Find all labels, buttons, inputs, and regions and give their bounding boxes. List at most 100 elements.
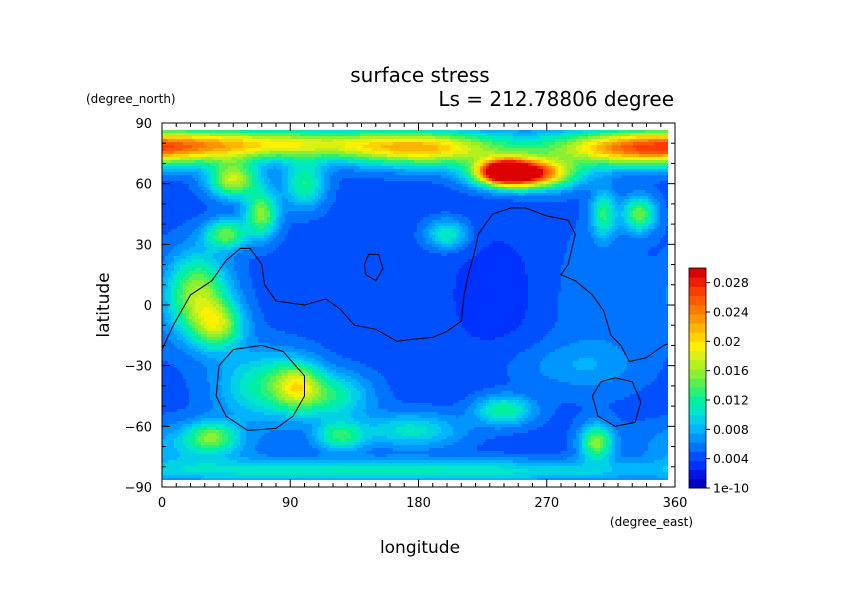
- field-cell: [456, 190, 459, 193]
- field-cell: [537, 178, 540, 181]
- field-cell: [663, 166, 666, 169]
- field-cell: [180, 217, 183, 220]
- field-cell: [510, 187, 513, 190]
- field-cell: [627, 181, 630, 184]
- field-cell: [420, 202, 423, 205]
- field-cell: [474, 208, 477, 211]
- field-cell: [387, 187, 390, 190]
- field-cell: [339, 130, 342, 133]
- field-cell: [396, 211, 399, 214]
- field-cell: [453, 160, 456, 163]
- field-cell: [309, 217, 312, 220]
- field-cell: [531, 145, 534, 148]
- field-cell: [351, 181, 354, 184]
- field-cell: [303, 154, 306, 157]
- field-cell: [564, 166, 567, 169]
- field-cell: [534, 208, 537, 211]
- field-cell: [390, 190, 393, 193]
- field-cell: [555, 136, 558, 139]
- field-cell: [531, 172, 534, 175]
- field-cell: [342, 145, 345, 148]
- field-cell: [387, 208, 390, 211]
- field-cell: [468, 169, 471, 172]
- field-cell: [621, 178, 624, 181]
- field-cell: [189, 130, 192, 133]
- field-cell: [549, 142, 552, 145]
- field-cell: [513, 154, 516, 157]
- field-cell: [597, 172, 600, 175]
- field-cell: [657, 202, 660, 205]
- field-cell: [354, 178, 357, 181]
- field-cell: [234, 214, 237, 217]
- field-cell: [621, 190, 624, 193]
- field-cell: [237, 139, 240, 142]
- field-cell: [552, 154, 555, 157]
- stress-field: [162, 130, 668, 480]
- field-cell: [552, 157, 555, 160]
- field-cell: [186, 217, 189, 220]
- field-cell: [261, 193, 264, 196]
- field-cell: [279, 205, 282, 208]
- field-cell: [462, 151, 465, 154]
- field-cell: [204, 193, 207, 196]
- field-cell: [276, 184, 279, 187]
- field-cell: [615, 160, 618, 163]
- field-cell: [255, 181, 258, 184]
- field-cell: [189, 184, 192, 187]
- field-cell: [195, 199, 198, 202]
- field-cell: [219, 202, 222, 205]
- field-cell: [450, 157, 453, 160]
- field-cell: [192, 175, 195, 178]
- field-cell: [177, 130, 180, 133]
- field-cell: [255, 142, 258, 145]
- field-cell: [534, 160, 537, 163]
- field-cell: [489, 157, 492, 160]
- field-cell: [366, 187, 369, 190]
- field-cell: [225, 190, 228, 193]
- field-cell: [639, 214, 642, 217]
- field-cell: [315, 172, 318, 175]
- field-cell: [555, 163, 558, 166]
- field-cell: [633, 202, 636, 205]
- field-cell: [633, 145, 636, 148]
- field-cell: [558, 181, 561, 184]
- field-cell: [207, 151, 210, 154]
- field-cell: [510, 169, 513, 172]
- field-cell: [174, 193, 177, 196]
- field-cell: [588, 163, 591, 166]
- field-cell: [645, 175, 648, 178]
- field-cell: [336, 187, 339, 190]
- field-cell: [621, 187, 624, 190]
- field-cell: [510, 184, 513, 187]
- field-cell: [588, 211, 591, 214]
- field-cell: [222, 172, 225, 175]
- field-cell: [294, 169, 297, 172]
- field-cell: [195, 154, 198, 157]
- field-cell: [606, 160, 609, 163]
- field-cell: [231, 160, 234, 163]
- field-cell: [621, 130, 624, 133]
- field-cell: [441, 205, 444, 208]
- field-cell: [234, 148, 237, 151]
- field-cell: [465, 193, 468, 196]
- field-cell: [411, 136, 414, 139]
- field-cell: [534, 175, 537, 178]
- field-cell: [606, 172, 609, 175]
- field-cell: [204, 145, 207, 148]
- field-cell: [663, 142, 666, 145]
- field-cell: [267, 214, 270, 217]
- field-cell: [231, 151, 234, 154]
- field-cell: [255, 187, 258, 190]
- field-cell: [171, 163, 174, 166]
- field-cell: [195, 196, 198, 199]
- field-cell: [399, 139, 402, 142]
- field-cell: [600, 169, 603, 172]
- field-cell: [375, 178, 378, 181]
- field-cell: [471, 208, 474, 211]
- field-cell: [435, 178, 438, 181]
- field-cell: [315, 151, 318, 154]
- field-cell: [384, 148, 387, 151]
- field-cell: [168, 187, 171, 190]
- field-cell: [273, 139, 276, 142]
- field-cell: [345, 169, 348, 172]
